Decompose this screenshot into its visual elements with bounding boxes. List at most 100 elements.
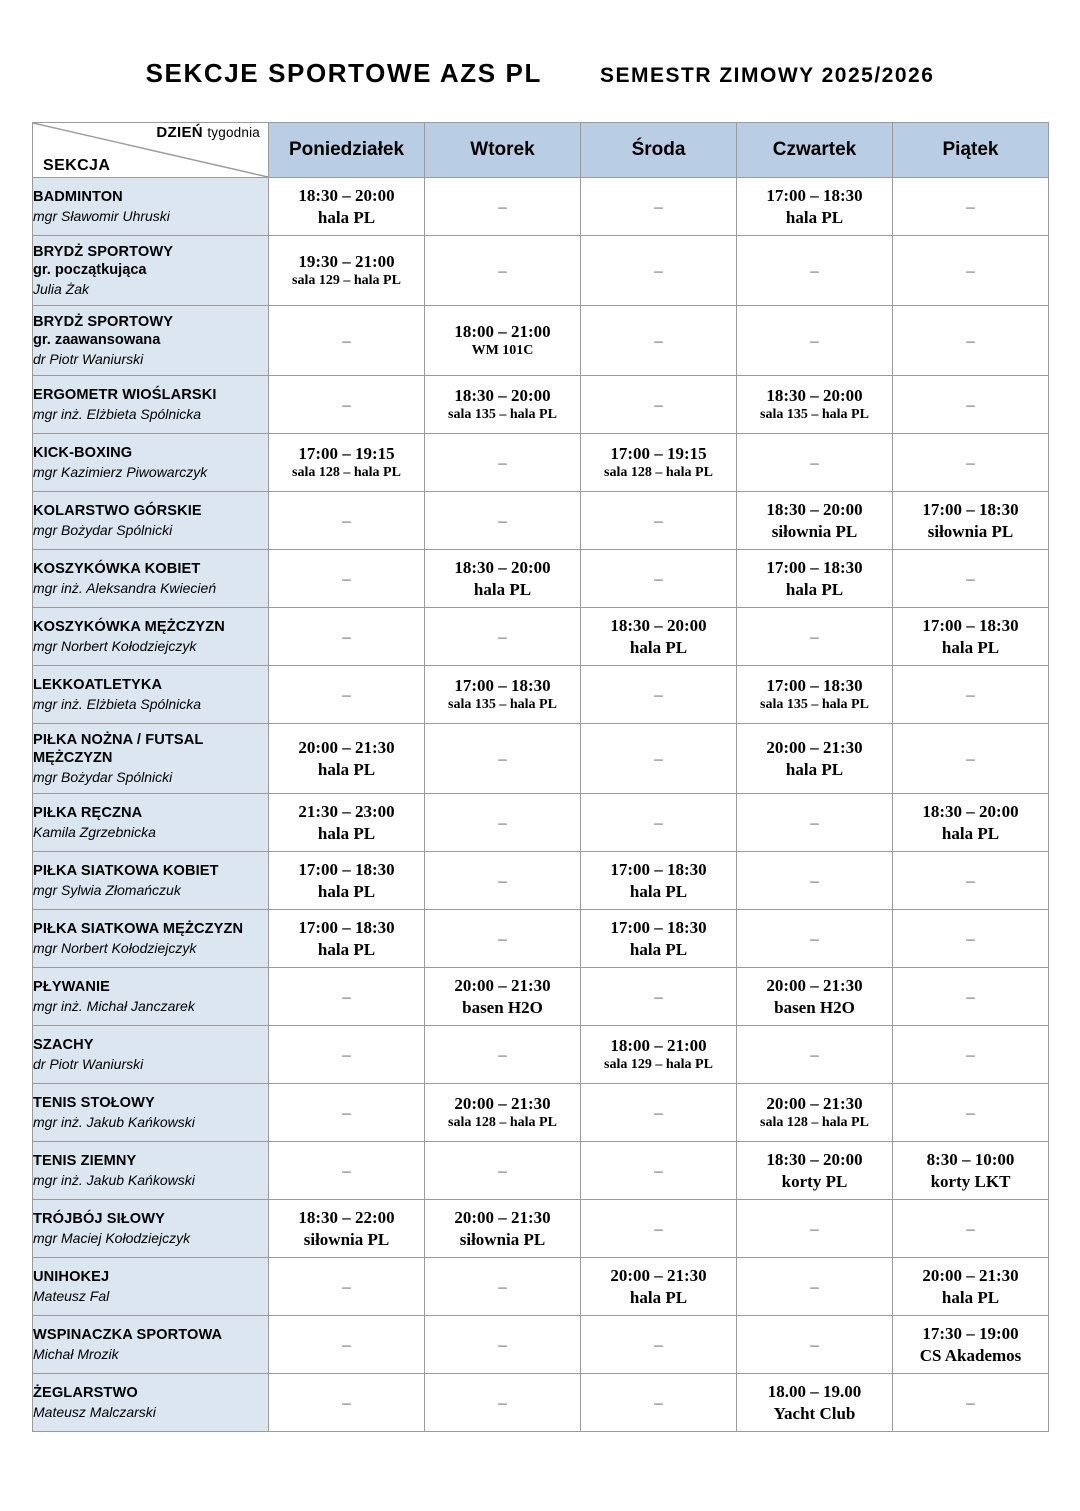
section-name: BRYDŻ SPORTOWY xyxy=(33,243,174,260)
slot-time: 18:00 – 21:00 xyxy=(454,322,551,342)
section-cell: BRYDŻ SPORTOWY gr. początkująca Julia Żak xyxy=(32,235,269,306)
section-name: BRYDŻ SPORTOWY xyxy=(33,313,174,330)
empty-dash: – xyxy=(966,395,975,414)
slot-location: WM 101C xyxy=(471,343,534,359)
empty-dash: – xyxy=(498,1161,507,1180)
schedule-slot-cell: 17:00 – 18:30 sala 135 – hala PL xyxy=(424,665,581,724)
section-instructor: Mateusz Fal xyxy=(33,1287,110,1304)
empty-dash: – xyxy=(654,1393,663,1412)
schedule-slot-cell: 18:30 – 20:00 siłownia PL xyxy=(736,491,893,550)
slot-location: hala PL xyxy=(473,579,532,599)
slot-location: hala PL xyxy=(317,939,376,959)
empty-dash: – xyxy=(966,749,975,768)
empty-slot-cell: – xyxy=(892,305,1049,376)
empty-slot-cell: – xyxy=(892,433,1049,492)
empty-slot-cell: – xyxy=(892,665,1049,724)
empty-dash: – xyxy=(654,1219,663,1238)
section-cell: BADMINTON mgr Sławomir Uhruski xyxy=(32,177,269,236)
slot-time: 20:00 – 21:30 xyxy=(766,738,863,758)
section-instructor: mgr Sławomir Uhruski xyxy=(33,207,170,224)
empty-dash: – xyxy=(810,453,819,472)
empty-dash: – xyxy=(810,1219,819,1238)
section-name: LEKKOATLETYKA xyxy=(33,677,163,694)
empty-dash: – xyxy=(498,871,507,890)
empty-slot-cell: – xyxy=(736,793,893,852)
diagonal-divider-icon xyxy=(33,123,268,177)
section-instructor: mgr Kazimierz Piwowarczyk xyxy=(33,463,208,480)
section-cell: PIŁKA NOŻNA / FUTSAL MĘŻCZYZN mgr Bożydar … xyxy=(32,723,269,794)
empty-slot-cell: – xyxy=(892,1083,1049,1142)
empty-dash: – xyxy=(654,1161,663,1180)
schedule-slot-cell: 17:00 – 18:30 hala PL xyxy=(736,177,893,236)
empty-slot-cell: – xyxy=(424,177,581,236)
day-header-wednesday: Środa xyxy=(580,122,737,178)
schedule-slot-cell: 17:00 – 18:30 hala PL xyxy=(268,851,425,910)
slot-time: 18:30 – 20:00 xyxy=(766,500,863,520)
empty-dash: – xyxy=(498,1335,507,1354)
empty-dash: – xyxy=(654,197,663,216)
empty-slot-cell: – xyxy=(268,305,425,376)
empty-dash: – xyxy=(966,929,975,948)
schedule-slot-cell: 20:00 – 21:30 hala PL xyxy=(736,723,893,794)
section-group: MĘŻCZYZN xyxy=(33,750,113,767)
slot-time: 17:00 – 18:30 xyxy=(766,676,863,696)
empty-slot-cell: – xyxy=(580,491,737,550)
slot-location: siłownia PL xyxy=(771,521,858,541)
slot-time: 17:00 – 18:30 xyxy=(454,676,551,696)
empty-dash: – xyxy=(342,685,351,704)
schedule-slot-cell: 8:30 – 10:00 korty LKT xyxy=(892,1141,1049,1200)
empty-slot-cell: – xyxy=(424,1257,581,1316)
slot-location: korty PL xyxy=(781,1171,848,1191)
table-row: PIŁKA RĘCZNA Kamila Zgrzebnicka 21:30 – 23… xyxy=(32,793,1049,852)
section-instructor: mgr inż. Aleksandra Kwiecień xyxy=(33,579,217,596)
section-instructor: mgr Maciej Kołodziejczyk xyxy=(33,1229,191,1246)
table-row: KOSZYKÓWKA MĘŻCZYZN mgr Norbert Kołodziej… xyxy=(32,607,1049,666)
empty-slot-cell: – xyxy=(736,1025,893,1084)
slot-location: sala 135 – hala PL xyxy=(760,697,869,713)
section-cell: TENIS STOŁOWY mgr inż. Jakub Kańkowski xyxy=(32,1083,269,1142)
empty-slot-cell: – xyxy=(892,1199,1049,1258)
empty-slot-cell: – xyxy=(424,1373,581,1432)
corner-day-soft: tygodnia xyxy=(207,125,260,140)
empty-dash: – xyxy=(654,1103,663,1122)
section-instructor: mgr Norbert Kołodziejczyk xyxy=(33,637,197,654)
slot-location: sala 128 – hala PL xyxy=(604,465,713,481)
slot-location: hala PL xyxy=(785,207,844,227)
empty-dash: – xyxy=(654,261,663,280)
slot-location: hala PL xyxy=(941,1287,1000,1307)
slot-time: 18:30 – 22:00 xyxy=(298,1208,395,1228)
empty-dash: – xyxy=(498,197,507,216)
schedule-slot-cell: 18:30 – 20:00 hala PL xyxy=(268,177,425,236)
slot-time: 20:00 – 21:30 xyxy=(454,1094,551,1114)
slot-location: CS Akademos xyxy=(919,1345,1022,1365)
slot-location: sala 135 – hala PL xyxy=(448,697,557,713)
schedule-slot-cell: 20:00 – 21:30 sala 128 – hala PL xyxy=(424,1083,581,1142)
empty-dash: – xyxy=(966,1393,975,1412)
table-row: BRYDŻ SPORTOWY gr. zaawansowana dr Piotr W… xyxy=(32,305,1049,376)
slot-location: hala PL xyxy=(317,759,376,779)
empty-dash: – xyxy=(966,1045,975,1064)
section-instructor: Michał Mrozik xyxy=(33,1345,119,1362)
schedule-slot-cell: 20:00 – 21:30 basen H2O xyxy=(736,967,893,1026)
table-row: PIŁKA NOŻNA / FUTSAL MĘŻCZYZN mgr Bożydar … xyxy=(32,723,1049,794)
slot-time: 17:00 – 18:30 xyxy=(298,918,395,938)
day-header-tuesday: Wtorek xyxy=(424,122,581,178)
table-row: ERGOMETR WIOŚLARSKI mgr inż. Elżbieta Spó… xyxy=(32,375,1049,434)
schedule-slot-cell: 17:00 – 18:30 hala PL xyxy=(892,607,1049,666)
empty-slot-cell: – xyxy=(580,375,737,434)
table-row: BADMINTON mgr Sławomir Uhruski 18:30 – 20:… xyxy=(32,177,1049,236)
empty-slot-cell: – xyxy=(424,909,581,968)
schedule-slot-cell: 20:00 – 21:30 hala PL xyxy=(580,1257,737,1316)
table-row: KOLARSTWO GÓRSKIE mgr Bożydar Spólnicki – –… xyxy=(32,491,1049,550)
section-name: KOLARSTWO GÓRSKIE xyxy=(33,503,202,520)
empty-dash: – xyxy=(654,511,663,530)
empty-dash: – xyxy=(498,749,507,768)
title-semester: SEMESTR ZIMOWY 2025/2026 xyxy=(599,64,935,87)
section-name: BADMINTON xyxy=(33,189,123,206)
day-header-friday: Piątek xyxy=(892,122,1049,178)
section-instructor: mgr Norbert Kołodziejczyk xyxy=(33,939,197,956)
empty-dash: – xyxy=(654,749,663,768)
empty-slot-cell: – xyxy=(736,607,893,666)
section-cell: KOSZYKÓWKA KOBIET mgr inż. Aleksandra Kwi… xyxy=(32,549,269,608)
